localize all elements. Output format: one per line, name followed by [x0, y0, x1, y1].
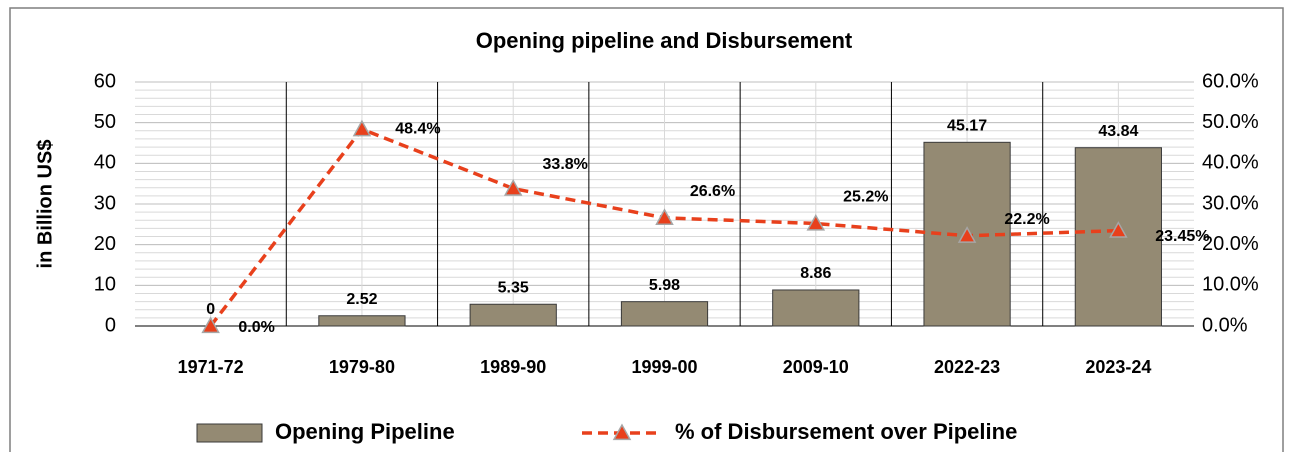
legend-label: Opening Pipeline	[275, 419, 455, 444]
line-data-label: 33.8%	[543, 156, 588, 173]
line-data-label: 22.2%	[1004, 211, 1049, 228]
y-tick-label: 20	[94, 233, 116, 255]
line-data-label: 26.6%	[690, 183, 735, 200]
y-tick-label: 50	[94, 111, 116, 133]
y-tick-label: 30	[94, 192, 116, 214]
y-tick-label: 0	[105, 314, 116, 336]
legend-marker	[612, 423, 632, 441]
line-data-label: 23.45%	[1155, 228, 1209, 245]
chart-title: Opening pipeline and Disbursement	[476, 28, 853, 53]
line-data-label: 48.4%	[395, 120, 440, 137]
y2-tick-label: 0.0%	[1202, 314, 1248, 336]
legend-label: % of Disbursement over Pipeline	[675, 419, 1017, 444]
bar-data-label: 43.84	[1098, 123, 1138, 140]
line-marker	[352, 119, 372, 137]
line-marker	[503, 179, 523, 196]
bar	[620, 301, 709, 327]
bar	[772, 289, 860, 327]
y-tick-label: 10	[94, 274, 116, 296]
y-tick-label: 40	[94, 152, 116, 174]
line-marker	[1109, 221, 1128, 238]
line-marker	[957, 226, 977, 243]
y2-tick-label: 50.0%	[1202, 111, 1259, 133]
line-marker	[655, 208, 674, 225]
x-tick-label: 1989-90	[480, 357, 546, 377]
y-tick-label: 60	[94, 70, 116, 92]
x-tick-label: 1971-72	[178, 357, 244, 377]
y2-tick-label: 10.0%	[1202, 274, 1259, 296]
bar	[318, 315, 406, 327]
x-tick-label: 2009-10	[783, 357, 849, 377]
bar-data-label: 0	[206, 301, 215, 318]
y2-tick-label: 30.0%	[1202, 192, 1259, 214]
y-axis-label: in Billion US$	[34, 140, 56, 269]
y2-tick-label: 20.0%	[1202, 233, 1259, 255]
x-tick-label: 1999-00	[631, 357, 697, 377]
line-data-label: 25.2%	[843, 189, 888, 206]
bar-data-label: 5.35	[498, 279, 529, 296]
y2-tick-label: 60.0%	[1202, 70, 1259, 92]
bar	[469, 303, 557, 327]
legend-swatch	[196, 423, 263, 443]
x-tick-label: 2022-23	[934, 357, 1000, 377]
bar-data-label: 8.86	[800, 265, 831, 282]
y2-tick-label: 40.0%	[1202, 152, 1259, 174]
bar-data-label: 5.98	[649, 277, 680, 294]
x-tick-label: 2023-24	[1085, 357, 1151, 377]
x-tick-label: 1979-80	[329, 357, 395, 377]
line-data-label: 0.0%	[238, 319, 274, 336]
line-marker	[201, 316, 220, 334]
line-marker	[806, 213, 826, 231]
bar-data-label: 45.17	[947, 118, 987, 135]
bar-data-label: 2.52	[346, 291, 377, 308]
